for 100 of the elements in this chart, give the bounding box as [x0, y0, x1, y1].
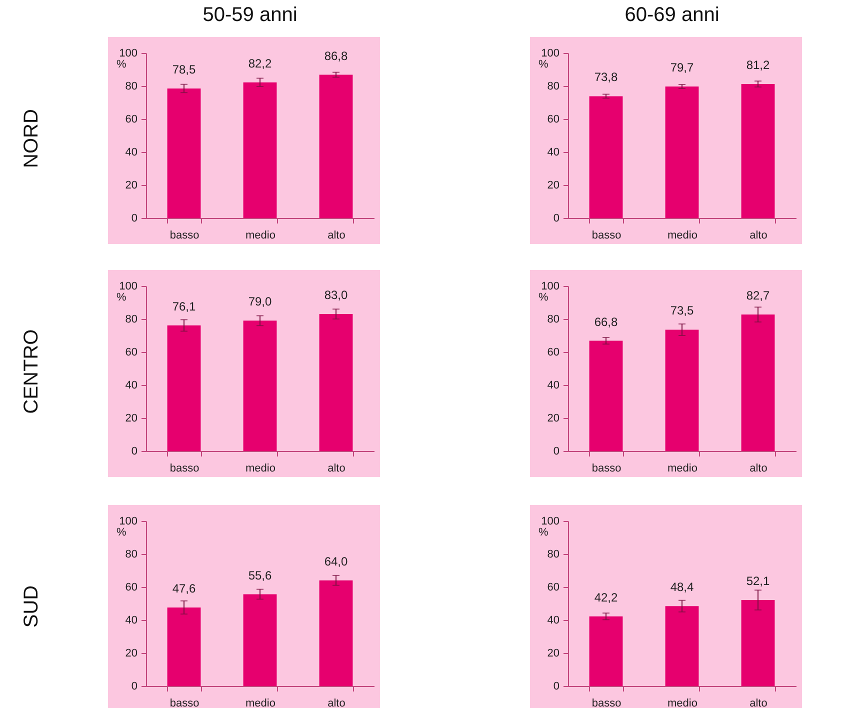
y-tick-label: 100	[541, 280, 560, 292]
y-tick-label: 40	[547, 146, 560, 158]
x-tick-label: alto	[750, 698, 768, 708]
y-tick-label: 40	[547, 380, 560, 392]
x-tick-label: medio	[668, 698, 698, 708]
bar	[243, 594, 277, 686]
x-tick-label: basso	[592, 698, 622, 708]
x-tick-label: alto	[328, 462, 346, 474]
bar	[243, 320, 277, 451]
y-tick-label: 100	[541, 516, 560, 528]
y-tick-label: 100	[119, 48, 138, 60]
bar	[167, 88, 201, 218]
x-tick-label: alto	[750, 230, 768, 242]
y-tick-label: 80	[125, 314, 138, 326]
data-label: 48,4	[670, 580, 694, 594]
y-tick-label: 60	[125, 582, 138, 594]
y-axis-title: %	[538, 292, 548, 304]
data-label: 83,0	[324, 288, 348, 302]
y-axis-title: %	[116, 526, 126, 538]
bar	[665, 86, 699, 218]
y-tick-label: 40	[547, 614, 560, 626]
x-tick-label: medio	[246, 230, 276, 242]
y-tick-label: 60	[547, 114, 560, 126]
x-tick-label: basso	[592, 230, 622, 242]
y-tick-label: 80	[125, 548, 138, 560]
y-tick-label: 100	[119, 280, 138, 292]
bar	[741, 314, 775, 451]
bar	[665, 606, 699, 686]
data-label: 42,2	[594, 590, 618, 604]
x-tick-label: medio	[668, 230, 698, 242]
bar	[319, 74, 353, 218]
y-tick-label: 0	[553, 212, 560, 224]
data-label: 79,7	[670, 60, 694, 74]
bar	[167, 607, 201, 686]
x-tick-label: basso	[170, 698, 200, 708]
y-axis-title: %	[116, 292, 126, 304]
y-tick-label: 20	[125, 180, 138, 192]
y-axis-title: %	[538, 526, 548, 538]
bar	[319, 580, 353, 686]
y-axis-title: %	[538, 58, 548, 70]
data-label: 73,8	[594, 70, 618, 84]
bar	[589, 96, 623, 218]
x-tick-label: medio	[246, 462, 276, 474]
y-tick-label: 60	[547, 346, 560, 358]
data-label: 76,1	[172, 299, 196, 314]
bar	[741, 84, 775, 218]
y-tick-label: 20	[125, 648, 138, 660]
y-tick-label: 100	[119, 516, 138, 528]
y-tick-label: 40	[125, 614, 138, 626]
x-tick-label: medio	[668, 462, 698, 474]
data-label: 47,6	[172, 581, 196, 596]
data-label: 64,0	[324, 554, 348, 568]
chart-title: 60-69 anni	[624, 4, 720, 27]
data-label: 73,5	[670, 304, 694, 318]
text: SUD	[20, 584, 44, 630]
y-tick-label: 20	[547, 648, 560, 660]
bar	[167, 325, 201, 451]
y-tick-label: 40	[125, 146, 138, 158]
y-tick-label: 20	[125, 412, 138, 424]
data-label: 52,1	[746, 574, 770, 588]
y-tick-label: 100	[541, 48, 560, 60]
y-tick-label: 0	[131, 212, 138, 224]
x-tick-label: medio	[246, 698, 276, 708]
y-tick-label: 60	[547, 582, 560, 594]
data-label: 86,8	[324, 48, 348, 63]
x-tick-label: basso	[592, 462, 622, 474]
bar	[319, 314, 353, 451]
data-label: 82,2	[248, 56, 272, 70]
text: NORD	[20, 108, 44, 170]
bar	[741, 600, 775, 686]
data-label: 66,8	[594, 314, 618, 329]
y-tick-label: 80	[547, 314, 560, 326]
y-tick-label: 60	[125, 346, 138, 358]
y-axis-title: %	[116, 58, 126, 70]
x-tick-label: alto	[750, 462, 768, 474]
bar	[665, 330, 699, 451]
data-label: 79,0	[248, 294, 272, 309]
data-label: 82,7	[746, 288, 770, 303]
y-tick-label: 0	[131, 680, 138, 692]
x-tick-label: alto	[328, 698, 346, 708]
data-label: 78,5	[172, 62, 196, 76]
y-tick-label: 40	[125, 380, 138, 392]
bar	[589, 616, 623, 686]
x-tick-label: basso	[170, 230, 200, 242]
bar	[589, 340, 623, 451]
text: CENTRO	[20, 328, 44, 416]
y-tick-label: 60	[125, 114, 138, 126]
y-tick-label: 80	[547, 548, 560, 560]
y-tick-label: 0	[553, 680, 560, 692]
x-tick-label: basso	[170, 462, 200, 474]
y-tick-label: 0	[131, 446, 138, 458]
chart-title: 50-59 anni	[202, 4, 298, 27]
data-label: 55,6	[248, 568, 272, 582]
data-label: 81,2	[746, 58, 770, 72]
y-tick-label: 20	[547, 412, 560, 424]
y-tick-label: 80	[547, 80, 560, 92]
y-tick-label: 0	[553, 446, 560, 458]
y-tick-label: 80	[125, 80, 138, 92]
bar	[243, 82, 277, 218]
x-tick-label: alto	[328, 230, 346, 242]
